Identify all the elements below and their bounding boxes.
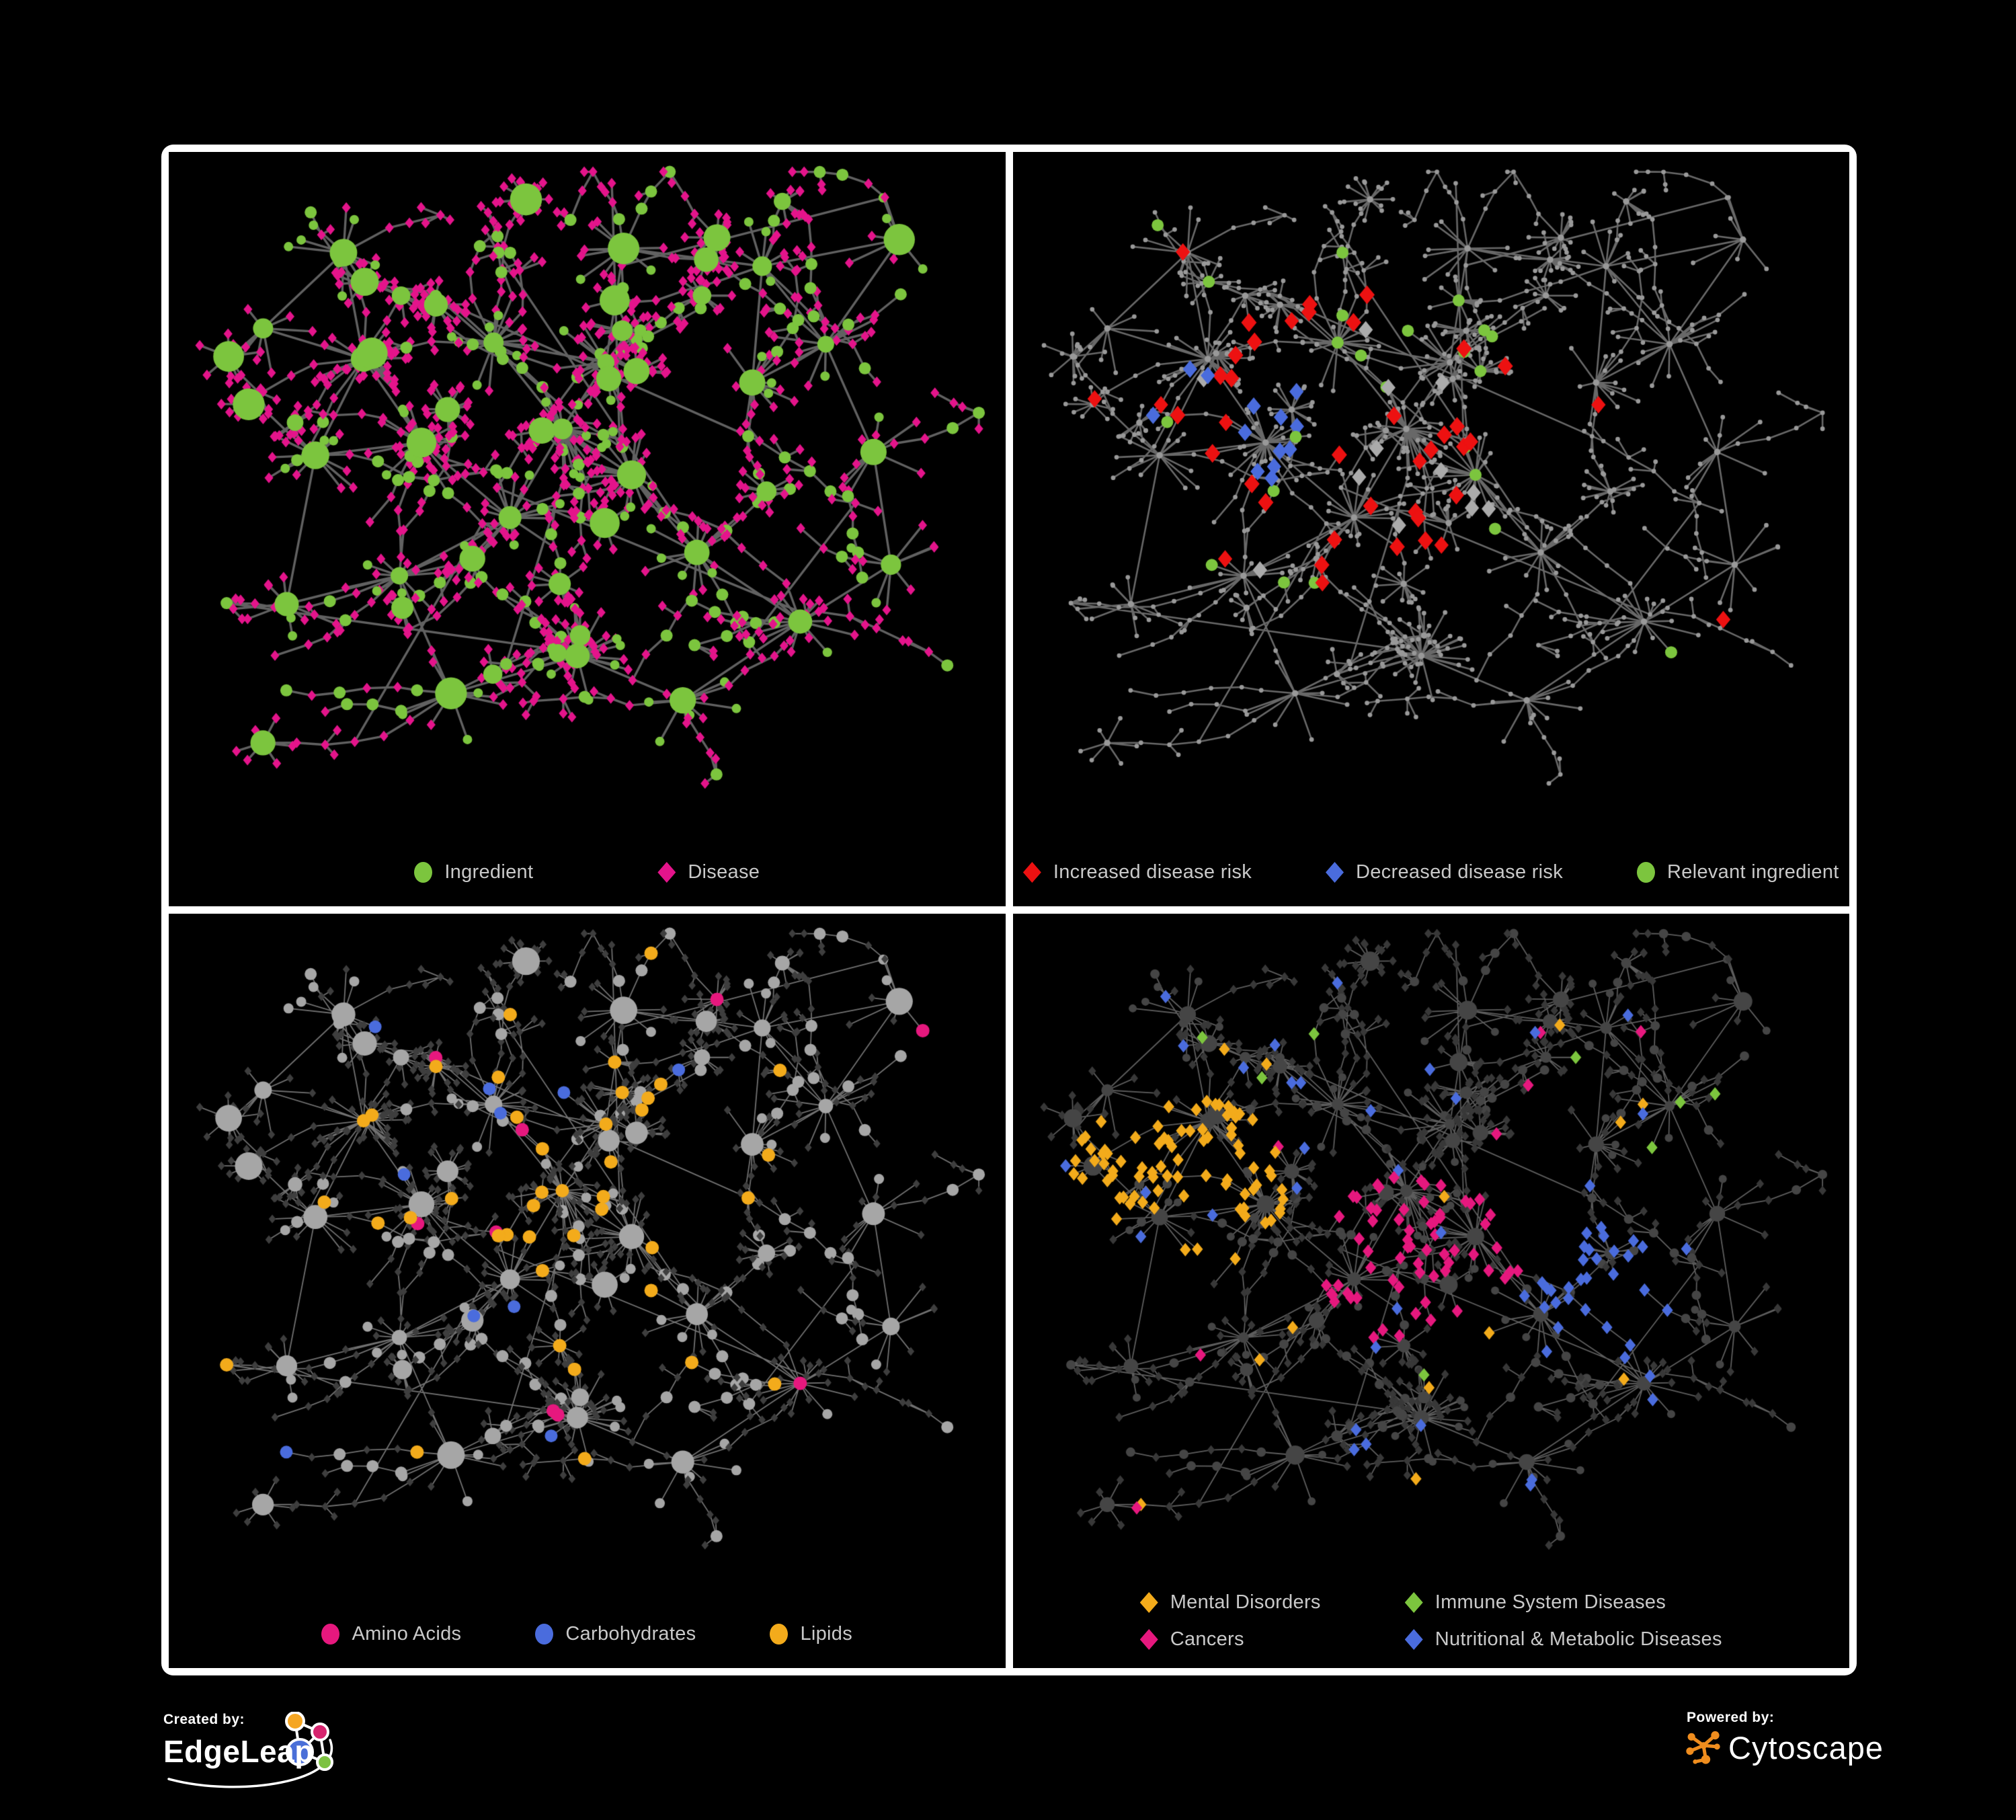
legend-label: Carbohydrates xyxy=(565,1623,696,1645)
network-canvas-compound-classes xyxy=(169,914,1006,1668)
legend-label: Nutritional & Metabolic Diseases xyxy=(1435,1628,1722,1650)
legend-item: Mental Disorders xyxy=(1139,1591,1321,1614)
legend-item: Nutritional & Metabolic Diseases xyxy=(1404,1628,1722,1651)
created-by-block: Created by: EdgeLeap xyxy=(163,1712,499,1799)
edgeleap-wordmark: EdgeLeap xyxy=(163,1734,314,1769)
network-canvas-disease-risk xyxy=(1012,152,1849,906)
carbohydrates-marker-icon xyxy=(535,1624,554,1645)
amino-acids-marker-icon xyxy=(321,1624,340,1645)
legend-label: Decreased disease risk xyxy=(1356,861,1564,883)
edgeleap-logo-icon xyxy=(167,1712,333,1788)
legend-item: Ingredient xyxy=(414,861,533,883)
disease-marker-icon xyxy=(657,862,676,883)
legend-item: Lipids xyxy=(770,1623,852,1645)
nutritional-metabolic-marker-icon xyxy=(1404,1629,1423,1650)
legend-label: Mental Disorders xyxy=(1170,1591,1321,1613)
legend-label: Lipids xyxy=(800,1623,853,1645)
legend-disease-classes: Mental Disorders Immune System Diseases … xyxy=(1013,1591,1850,1651)
cytoscape-logo-icon xyxy=(1686,1731,1720,1764)
legend-ingredient-disease: Ingredient Disease xyxy=(169,861,1006,883)
panel-compound-classes: Amino Acids Carbohydrates Lipids xyxy=(169,914,1006,1668)
legend-item: Immune System Diseases xyxy=(1404,1591,1722,1614)
panel-ingredient-disease: Ingredient Disease xyxy=(169,152,1006,906)
legend-item: Relevant ingredient xyxy=(1637,861,1839,883)
panel-disease-risk: Increased disease risk Decreased disease… xyxy=(1012,152,1850,906)
cytoscape-wordmark: Cytoscape xyxy=(1728,1729,1884,1766)
created-by-label: Created by: xyxy=(163,1712,245,1727)
decreased-risk-marker-icon xyxy=(1326,862,1344,883)
relevant-ingredient-marker-icon xyxy=(1637,862,1656,883)
network-canvas-disease-classes xyxy=(1012,914,1849,1668)
cancers-marker-icon xyxy=(1139,1629,1158,1650)
powered-by-block: Powered by: Cytoscape xyxy=(1684,1710,1993,1790)
legend-item: Increased disease risk xyxy=(1022,861,1252,883)
lipids-marker-icon xyxy=(770,1624,789,1645)
legend-disease-risk: Increased disease risk Decreased disease… xyxy=(1013,861,1850,883)
legend-label: Relevant ingredient xyxy=(1667,861,1839,883)
network-canvas-ingredient-disease xyxy=(169,152,1006,906)
powered-by-label: Powered by: xyxy=(1687,1710,1775,1725)
legend-label: Cancers xyxy=(1170,1628,1244,1650)
ingredient-marker-icon xyxy=(414,862,433,883)
panel-disease-classes: Mental Disorders Immune System Diseases … xyxy=(1012,914,1850,1668)
legend-item: Decreased disease risk xyxy=(1326,861,1563,883)
legend-compound-classes: Amino Acids Carbohydrates Lipids xyxy=(169,1623,1006,1645)
legend-label: Amino Acids xyxy=(352,1623,462,1645)
legend-label: Ingredient xyxy=(444,861,534,883)
legend-item: Carbohydrates xyxy=(535,1623,696,1645)
legend-label: Disease xyxy=(688,861,760,883)
figure-grid: Ingredient Disease Increased disease ris… xyxy=(161,145,1857,1675)
increased-risk-marker-icon xyxy=(1022,862,1041,883)
legend-item: Amino Acids xyxy=(321,1623,461,1645)
legend-label: Increased disease risk xyxy=(1053,861,1252,883)
immune-system-marker-icon xyxy=(1404,1592,1423,1613)
legend-item: Disease xyxy=(657,861,760,883)
legend-label: Immune System Diseases xyxy=(1435,1591,1666,1613)
mental-disorders-marker-icon xyxy=(1139,1592,1158,1613)
legend-item: Cancers xyxy=(1139,1628,1321,1651)
